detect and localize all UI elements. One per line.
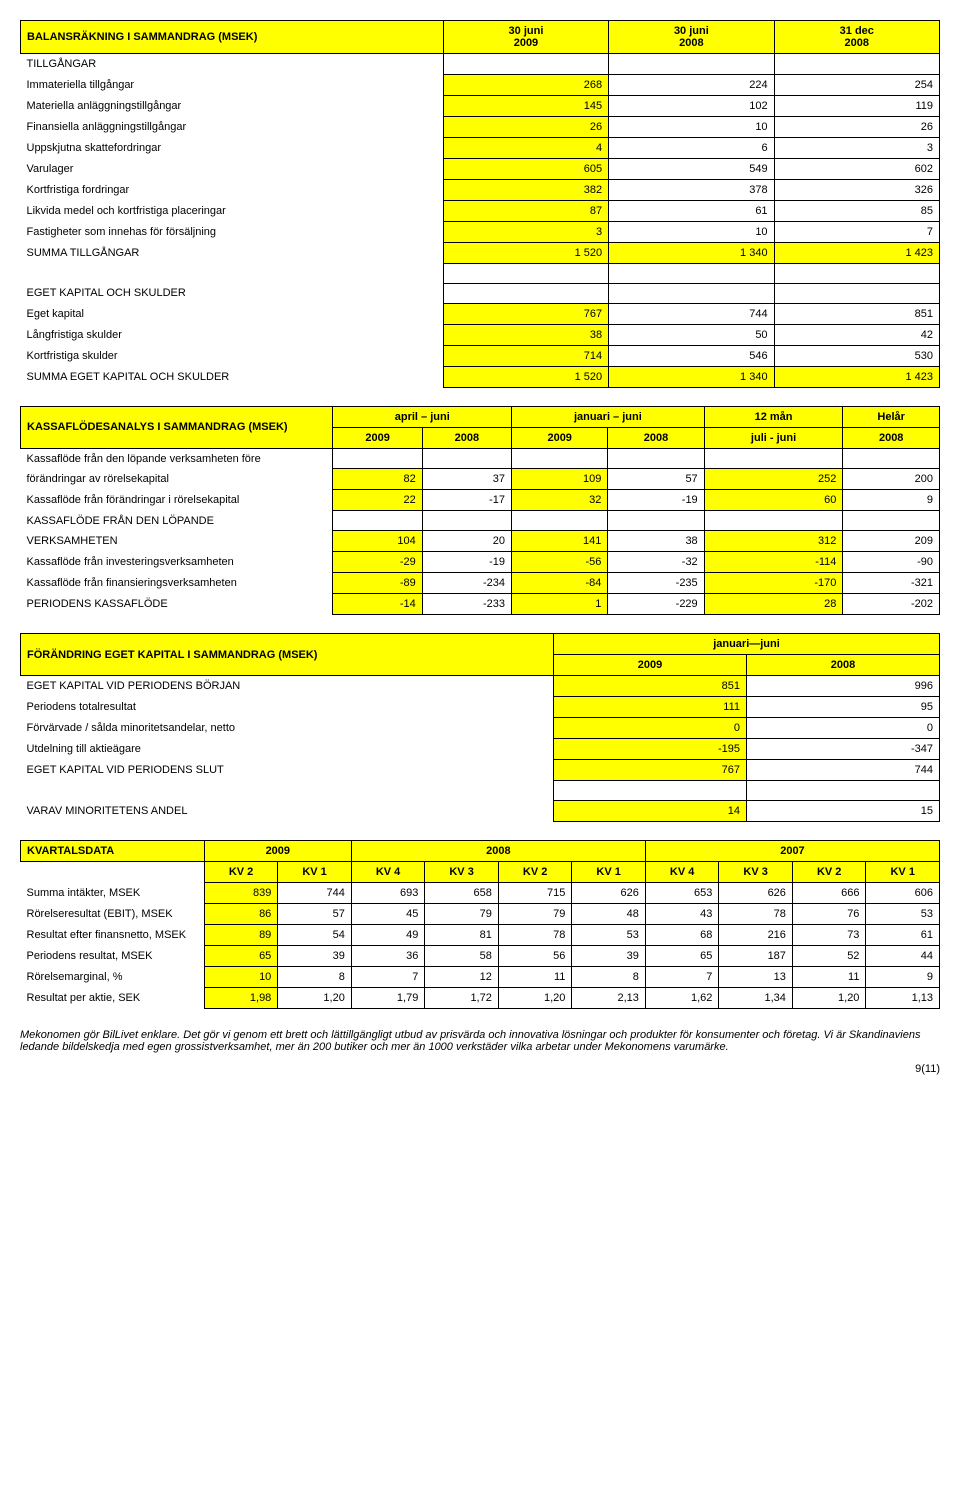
- cashflow-table: KASSAFLÖDESANALYS I SAMMANDRAG (MSEK) ap…: [20, 406, 940, 616]
- footer-text: Mekonomen gör BilLivet enklare. Det gör …: [20, 1029, 940, 1053]
- quarterly-table: KVARTALSDATA 2009 2008 2007 KV 2 KV 1 KV…: [20, 840, 940, 1009]
- page-number: 9(11): [20, 1063, 940, 1075]
- balance-sheet-table: BALANSRÄKNING I SAMMANDRAG (MSEK) 30 jun…: [20, 20, 940, 388]
- balance-title: BALANSRÄKNING I SAMMANDRAG (MSEK): [21, 21, 444, 54]
- equity-change-table: FÖRÄNDRING EGET KAPITAL I SAMMANDRAG (MS…: [20, 633, 940, 822]
